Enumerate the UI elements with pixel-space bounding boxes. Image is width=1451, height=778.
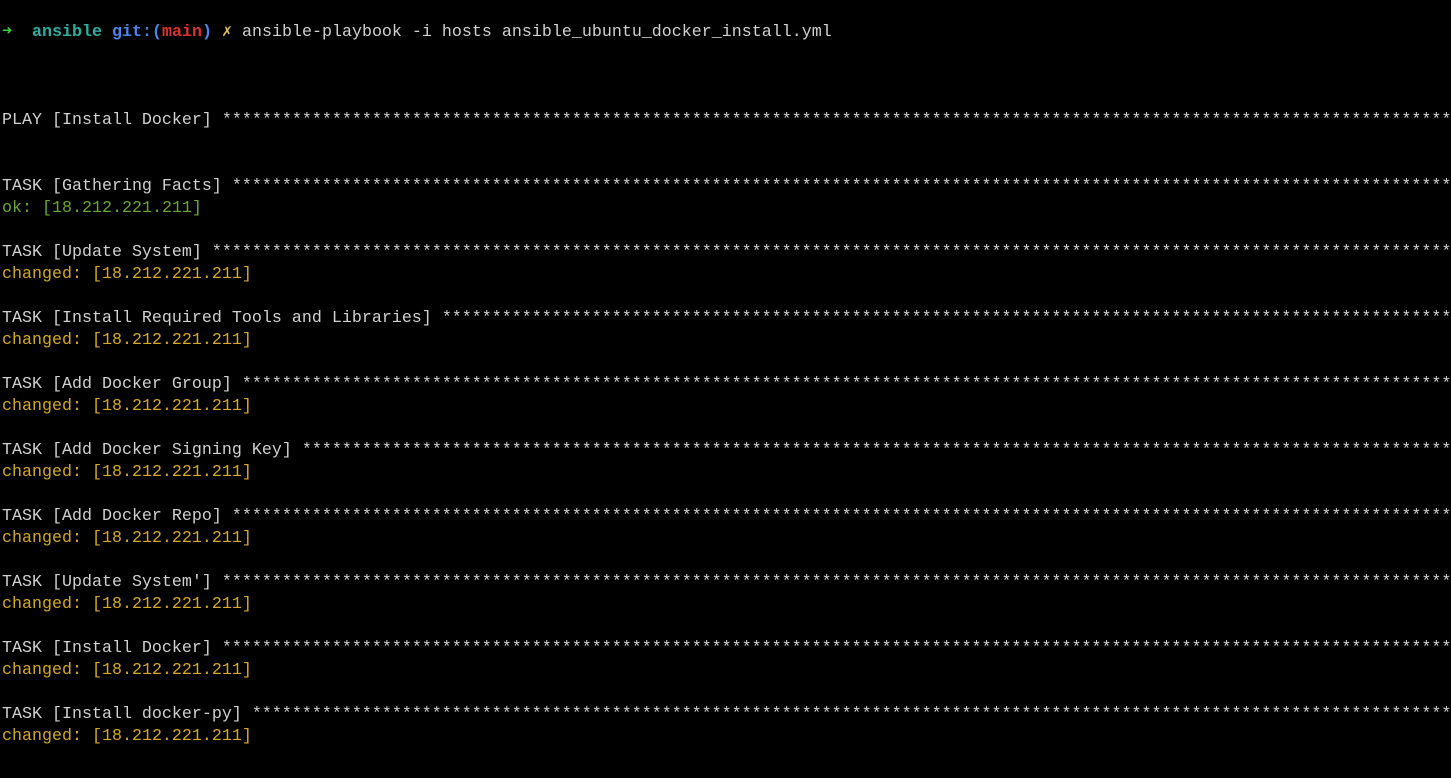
stars: ****************************************… <box>231 177 1451 196</box>
task-line: TASK [Gathering Facts] *****************… <box>2 176 1451 198</box>
command: ansible-playbook -i hosts ansible_ubuntu… <box>242 23 832 42</box>
task-header: TASK [Add Docker Signing Key] <box>2 441 292 460</box>
stars: ****************************************… <box>441 309 1451 328</box>
blank-line <box>2 66 1451 88</box>
task-line: TASK [Add Docker Group] ****************… <box>2 374 1451 396</box>
blank-line <box>2 682 1451 704</box>
task-host: [18.212.221.211] <box>91 397 252 416</box>
prompt-git: ) <box>201 23 212 42</box>
stars: ****************************************… <box>221 639 1451 658</box>
task-header: TASK [Install Required Tools and Librari… <box>2 309 432 328</box>
task-header: TASK [Add Docker Repo] <box>2 507 222 526</box>
stars: ****************************************… <box>251 705 1451 724</box>
task-line: TASK [Add Docker Signing Key] **********… <box>2 440 1451 462</box>
blank-line <box>2 154 1451 176</box>
task-result: changed: [18.212.221.211] <box>2 594 1451 616</box>
task-line: TASK [Install Required Tools and Librari… <box>2 308 1451 330</box>
play-header: PLAY [Install Docker] <box>2 111 212 130</box>
task-host: [18.212.221.211] <box>91 529 252 548</box>
blank-line <box>2 550 1451 572</box>
task-host: [18.212.221.211] <box>91 595 252 614</box>
task-line: TASK [Install Docker] ******************… <box>2 638 1451 660</box>
stars: ****************************************… <box>221 111 1451 130</box>
task-result: changed: [18.212.221.211] <box>2 396 1451 418</box>
task-status: changed: <box>2 265 82 284</box>
task-result: ok: [18.212.221.211] <box>2 198 1451 220</box>
stars: ****************************************… <box>211 243 1451 262</box>
task-host: [18.212.221.211] <box>42 199 202 218</box>
task-header: TASK [Install docker-py] <box>2 705 242 724</box>
stars: ****************************************… <box>241 375 1451 394</box>
prompt-dir: ansible <box>32 23 102 42</box>
task-result: changed: [18.212.221.211] <box>2 726 1451 748</box>
task-status: changed: <box>2 529 82 548</box>
stars: ****************************************… <box>231 507 1451 526</box>
task-line: TASK [Add Docker Repo] *****************… <box>2 506 1451 528</box>
task-result: changed: [18.212.221.211] <box>2 660 1451 682</box>
task-status: changed: <box>2 661 82 680</box>
blank-line <box>2 352 1451 374</box>
task-status: changed: <box>2 397 82 416</box>
task-line: TASK [Update System] *******************… <box>2 242 1451 264</box>
task-status: changed: <box>2 727 82 746</box>
task-header: TASK [Gathering Facts] <box>2 177 222 196</box>
play-line: PLAY [Install Docker] ******************… <box>2 110 1451 132</box>
prompt-arrow: ➜ <box>2 23 13 42</box>
prompt-dirty: ✗ <box>221 23 232 42</box>
task-result: changed: [18.212.221.211] <box>2 264 1451 286</box>
task-header: TASK [Add Docker Group] <box>2 375 232 394</box>
task-host: [18.212.221.211] <box>91 265 252 284</box>
task-host: [18.212.221.211] <box>91 331 252 350</box>
task-result: changed: [18.212.221.211] <box>2 330 1451 352</box>
blank-line <box>2 770 1451 778</box>
task-list: TASK [Gathering Facts] *****************… <box>2 154 1451 748</box>
task-status: changed: <box>2 463 82 482</box>
task-host: [18.212.221.211] <box>91 661 252 680</box>
task-host: [18.212.221.211] <box>91 463 252 482</box>
task-status: changed: <box>2 331 82 350</box>
task-host: [18.212.221.211] <box>91 727 252 746</box>
blank-line <box>2 484 1451 506</box>
blank-line <box>2 418 1451 440</box>
task-header: TASK [Update System] <box>2 243 202 262</box>
task-line: TASK [Install docker-py] ***************… <box>2 704 1451 726</box>
task-status: ok: <box>2 199 32 218</box>
blank-line <box>2 286 1451 308</box>
blank-line <box>2 616 1451 638</box>
task-result: changed: [18.212.221.211] <box>2 462 1451 484</box>
task-header: TASK [Install Docker] <box>2 639 212 658</box>
task-status: changed: <box>2 595 82 614</box>
task-result: changed: [18.212.221.211] <box>2 528 1451 550</box>
prompt-branch: main <box>161 23 202 42</box>
prompt-git: git:( <box>112 23 162 42</box>
task-line: TASK [Update System'] ******************… <box>2 572 1451 594</box>
prompt-line: ➜ ansible git:(main) ✗ ansible-playbook … <box>2 22 1451 44</box>
blank-line <box>2 220 1451 242</box>
stars: ****************************************… <box>221 573 1451 592</box>
stars: ****************************************… <box>301 441 1451 460</box>
task-header: TASK [Update System'] <box>2 573 212 592</box>
